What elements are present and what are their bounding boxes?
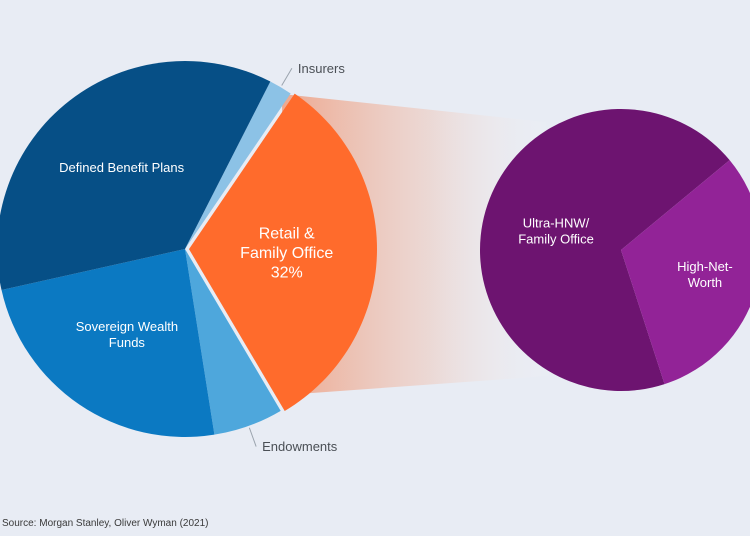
slice-insurers xyxy=(185,81,291,249)
sub-slice-high-net-worth xyxy=(621,160,750,385)
label-sovereign-wealth-funds: Sovereign Wealth Funds xyxy=(76,319,178,350)
leader-endowments xyxy=(248,427,257,447)
label-endowments: Endowments xyxy=(262,439,338,454)
label-insurers: Insurers xyxy=(298,61,345,76)
slice-labels: Insurers Retail & Family Office 32% Endowmen… xyxy=(59,61,733,454)
slice-defined-benefit-plans xyxy=(0,61,271,291)
label-high-net-worth: High-Net-Worth xyxy=(677,259,733,290)
slice-retail-family-office xyxy=(188,93,377,411)
label-defined-benefit-plans: Defined Benefit Plans xyxy=(59,160,185,175)
label-retail-family-office: Retail & Family Office 32% xyxy=(240,225,333,281)
label-ultra-hnw-family-office: Ultra-HNW/Family Office xyxy=(518,216,594,247)
leader-insurers xyxy=(281,67,293,86)
slice-endowments xyxy=(185,249,281,435)
source-note: Source: Morgan Stanley, Oliver Wyman (20… xyxy=(2,518,209,529)
main-pie xyxy=(0,61,377,437)
slice-sovereign-wealth-funds xyxy=(1,249,215,437)
breakdown-pie xyxy=(479,108,750,391)
sub-slice-ultra-hnw-family-office xyxy=(479,108,730,391)
